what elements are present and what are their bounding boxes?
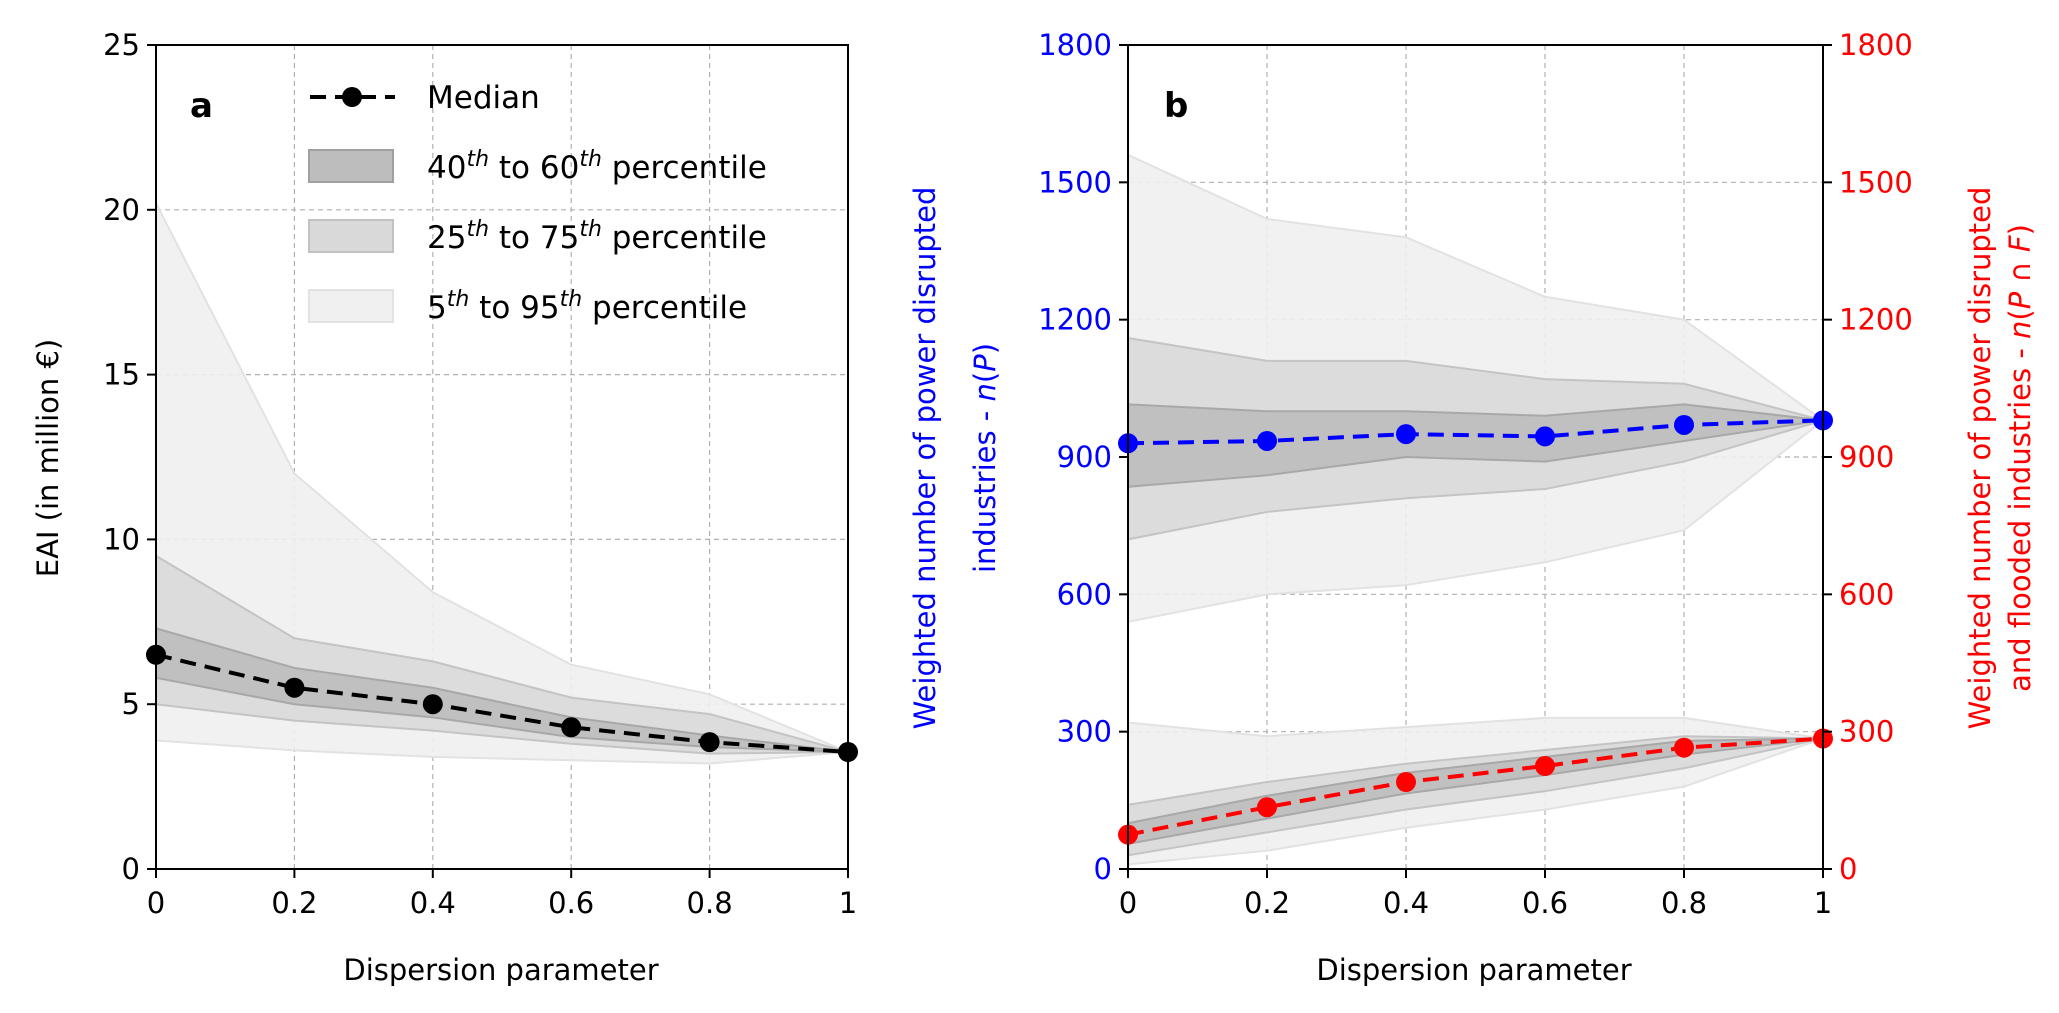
band-b-5 xyxy=(1127,737,1824,846)
legend-item-5-95: 5th to 95th percentile xyxy=(308,287,747,327)
panel-a: 0 0.2 0.4 0.6 0.8 1 0 5 10 15 20 25 a Dispersion p… xyxy=(31,28,858,987)
n-p-point xyxy=(1257,430,1277,451)
y-tick-label: 1800 xyxy=(1038,28,1112,62)
n-p-point xyxy=(1535,426,1555,447)
y-axis-label-left-b-line2: industries - n(P) xyxy=(968,343,1002,573)
x-ticks-a: 0 0.2 0.4 0.6 0.8 1 xyxy=(147,869,857,920)
legend: Median 40th to 60th percentile 25th to 7… xyxy=(308,80,767,327)
y-right-tick-label: 1500 xyxy=(1839,165,1913,199)
n-p-point xyxy=(1674,414,1694,435)
y-tick-label: 20 xyxy=(103,193,140,227)
x-tick-label: 0 xyxy=(1119,886,1137,920)
y-right-tick-label: 300 xyxy=(1839,715,1894,749)
x-tick-label: 0.6 xyxy=(548,886,594,920)
x-tick-label: 1 xyxy=(1814,886,1832,920)
n-p-f-line xyxy=(1127,736,1824,837)
axes-frame-a xyxy=(155,44,849,870)
legend-item-40-60: 40th to 60th percentile xyxy=(308,147,767,187)
band-b-4 xyxy=(1127,735,1824,857)
median-point xyxy=(561,717,582,738)
legend-item-median: Median xyxy=(310,80,540,116)
y-tick-label: 0 xyxy=(122,852,140,886)
band-a-0 xyxy=(155,202,849,765)
panel-b: 0 0.2 0.4 0.6 0.8 1 0 300 600 900 1200 1500 1800 0 3… xyxy=(908,28,2037,987)
y-axis-label-right-b: Weighted number of power disrupted xyxy=(1963,187,1997,730)
y-tick-label: 25 xyxy=(103,28,140,62)
n-p-f-point xyxy=(1674,737,1694,758)
panel-label-b: b xyxy=(1164,86,1188,126)
y-right-tick-label: 1800 xyxy=(1839,28,1913,62)
y-axis-label-left-b: Weighted number of power disrupted xyxy=(908,187,942,730)
y-tick-label: 0 xyxy=(1094,852,1112,886)
y-ticks-a: 0 5 10 15 20 25 xyxy=(103,28,156,886)
legend-item-25-75: 25th to 75th percentile xyxy=(308,217,767,257)
n-p-f-point xyxy=(1396,772,1416,793)
y-right-tick-label: 1200 xyxy=(1839,303,1913,337)
x-axis-label-b: Dispersion parameter xyxy=(1316,953,1631,987)
y-tick-label: 300 xyxy=(1057,715,1112,749)
y-ticks-left-b: 0 300 600 900 1200 1500 1800 xyxy=(1038,28,1128,886)
legend-label-40-60: 40th to 60th percentile xyxy=(427,147,767,187)
legend-label-25-75: 25th to 75th percentile xyxy=(427,217,767,257)
x-ticks-b: 0 0.2 0.4 0.6 0.8 1 xyxy=(1119,869,1832,920)
series-b xyxy=(1118,410,1833,845)
x-tick-label: 0 xyxy=(147,886,165,920)
n-p-f-point xyxy=(1257,797,1277,818)
x-tick-label: 1 xyxy=(839,886,857,920)
bands-b xyxy=(1127,153,1827,866)
x-tick-label: 0.4 xyxy=(1383,886,1429,920)
x-tick-label: 0.2 xyxy=(271,886,317,920)
median-line xyxy=(155,652,849,754)
y-right-tick-label: 600 xyxy=(1839,577,1894,611)
x-axis-label-a: Dispersion parameter xyxy=(343,953,658,987)
band-b-2 xyxy=(1127,403,1824,488)
y-tick-label: 15 xyxy=(103,358,140,392)
n-p-point xyxy=(1396,424,1416,445)
median-point xyxy=(422,694,443,715)
series-a xyxy=(146,644,858,762)
median-point xyxy=(284,677,305,698)
y-axis-label-a: EAI (in million €) xyxy=(31,339,65,578)
y-tick-label: 600 xyxy=(1057,577,1112,611)
n-p-line xyxy=(1127,418,1824,446)
y-tick-label: 1500 xyxy=(1038,165,1112,199)
y-axis-label-right-b-line2: and flooded industries - n(P ∩ F) xyxy=(2003,224,2037,692)
y-ticks-right-b: 0 300 600 900 1200 1500 1800 xyxy=(1823,28,1913,886)
y-tick-label: 900 xyxy=(1057,440,1112,474)
median-point xyxy=(699,732,720,753)
x-tick-label: 0.4 xyxy=(410,886,456,920)
y-right-tick-label: 0 xyxy=(1839,852,1857,886)
x-tick-label: 0.2 xyxy=(1244,886,1290,920)
y-right-tick-label: 900 xyxy=(1839,440,1894,474)
x-tick-label: 0.8 xyxy=(1661,886,1707,920)
x-tick-label: 0.8 xyxy=(687,886,733,920)
y-tick-label: 1200 xyxy=(1038,303,1112,337)
legend-label-median: Median xyxy=(427,80,540,116)
panel-label-a: a xyxy=(190,86,213,126)
x-tick-label: 0.6 xyxy=(1522,886,1568,920)
n-p-f-point xyxy=(1535,756,1555,776)
y-tick-label: 10 xyxy=(103,522,140,556)
legend-label-5-95: 5th to 95th percentile xyxy=(427,287,747,327)
y-tick-label: 5 xyxy=(122,687,140,721)
